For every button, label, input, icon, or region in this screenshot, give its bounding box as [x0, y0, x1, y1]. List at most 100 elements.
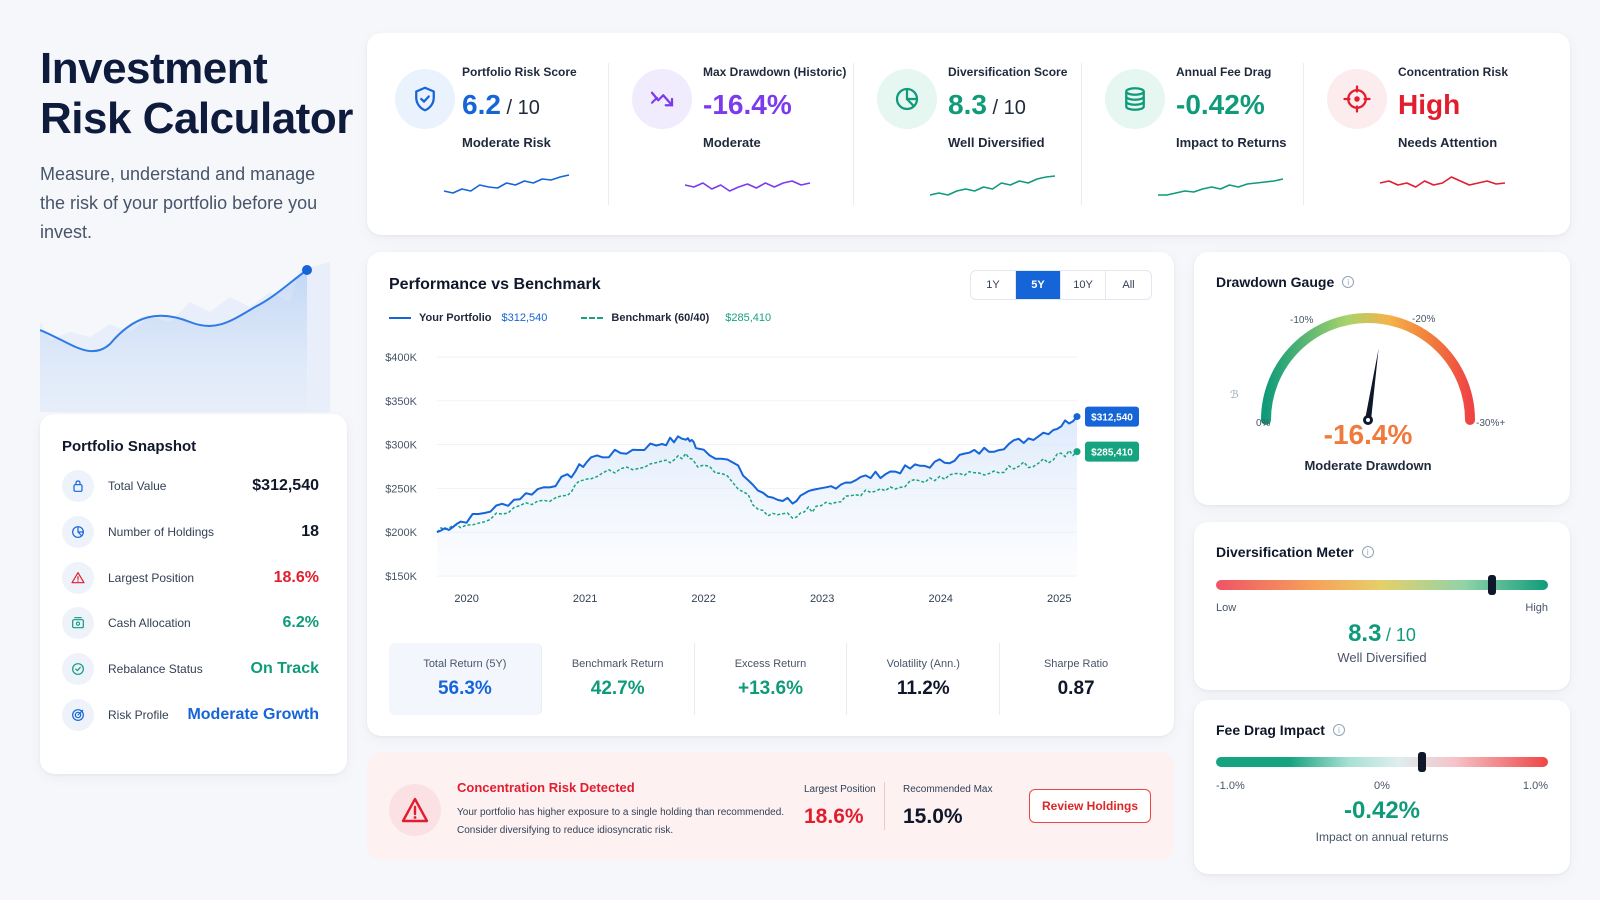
- fee-drag-meter: [1216, 757, 1548, 767]
- diversification-meter: [1216, 580, 1548, 590]
- diversification-knob[interactable]: [1487, 575, 1496, 595]
- snapshot-label: Cash Allocation: [108, 616, 191, 631]
- alert-text: Your portfolio has higher exposure to a …: [457, 807, 785, 836]
- stat-3: Volatility (Ann.) 11.2%: [847, 643, 1001, 715]
- fee-drag-knob[interactable]: [1417, 752, 1426, 772]
- y-tick-label: $150K: [385, 571, 417, 583]
- svg-text:$312,540: $312,540: [1091, 413, 1133, 424]
- kpi-label: Portfolio Risk Score: [462, 65, 577, 79]
- crosshair-icon: [1327, 69, 1387, 129]
- range-all[interactable]: All: [1122, 279, 1135, 291]
- portfolio-area: [437, 416, 1077, 576]
- alert-largest-label: Largest Position: [804, 784, 876, 795]
- alert-largest-value: 18.6%: [804, 805, 864, 828]
- cash-icon: [62, 607, 94, 640]
- gauge-label-10: -10%: [1290, 315, 1313, 326]
- y-tick-label: $300K: [385, 440, 417, 452]
- snapshot-value: 6.2%: [282, 614, 319, 632]
- snapshot-label: Total Value: [108, 479, 167, 493]
- benchmark-end-label: $285,410: [1085, 441, 1139, 462]
- warning-icon: [62, 561, 94, 594]
- range-10y[interactable]: 10Y: [1061, 271, 1106, 299]
- stat-label: Excess Return: [734, 658, 807, 670]
- diversification-meter-card: Diversification Meter i Low High 8.3 / 10…: [1194, 522, 1570, 690]
- kpi-divider: [1081, 63, 1082, 205]
- kpi-divider: [1303, 63, 1304, 205]
- kpi-value-denominator: / 10: [500, 97, 540, 119]
- snapshot-title: Portfolio Snapshot: [62, 438, 197, 455]
- sparkline-path: [684, 180, 811, 192]
- review-holdings-button[interactable]: Review Holdings: [1029, 789, 1151, 823]
- snapshot-label: Rebalance Status: [108, 662, 203, 677]
- fee-drag-title-text: Fee Drag Impact: [1216, 722, 1325, 738]
- stat-1: Benchmark Return 42.7%: [542, 643, 695, 715]
- warning-icon: [389, 784, 441, 836]
- legend-portfolio-name: Your Portfolio: [419, 312, 492, 324]
- info-icon[interactable]: i: [1361, 546, 1374, 558]
- gauge-needle: [1363, 348, 1379, 425]
- kpi-trend-down: Max Drawdown (Historic) -16.4% Moderate: [608, 33, 853, 235]
- info-icon[interactable]: i: [1342, 276, 1355, 288]
- kpi-value-denominator: / 10: [986, 97, 1026, 119]
- snapshot-row: Total Value $312,540: [62, 468, 319, 504]
- sparkline-path: [929, 175, 1056, 196]
- range-5y[interactable]: 5Y: [1016, 271, 1061, 299]
- kpi-value: -0.42%: [1176, 89, 1265, 121]
- diversification-score: 8.3: [1348, 620, 1382, 647]
- snapshot-value: On Track: [250, 660, 319, 678]
- x-tick-label: 2024: [928, 593, 952, 605]
- legend-portfolio-value: $312,540: [501, 312, 548, 324]
- alert-max-value: 15.0%: [903, 805, 963, 828]
- kpi-sublabel: Moderate: [703, 135, 761, 150]
- drawdown-gauge: ℬ 0% -10% -20% -30%+ -16.4% Moderate Dra…: [1230, 313, 1505, 473]
- kpi-value-main: -0.42%: [1176, 89, 1265, 120]
- kpi-divider: [608, 63, 609, 205]
- diversification-title-text: Diversification Meter: [1216, 544, 1354, 560]
- snapshot-row: Largest Position 18.6%: [62, 560, 319, 596]
- performance-card: Performance vs Benchmark 1Y 5Y 10Y All Your…: [367, 252, 1174, 736]
- snapshot-value: $312,540: [252, 477, 319, 494]
- y-tick-label: $350K: [385, 396, 417, 408]
- alert-max-label: Recommended Max: [903, 784, 993, 795]
- legend-swatch-benchmark: [581, 317, 604, 319]
- x-tick-label: 2022: [691, 593, 715, 605]
- kpi-value-main: -16.4%: [703, 89, 792, 120]
- kpi-value-main: High: [1398, 89, 1461, 120]
- sparkline-path: [1158, 178, 1284, 196]
- range-1y[interactable]: 1Y: [971, 271, 1016, 299]
- diversification-denominator: / 10: [1385, 625, 1416, 645]
- y-tick-label: $250K: [385, 483, 417, 495]
- snapshot-value: 18: [301, 522, 319, 540]
- x-tick-label: 2023: [810, 593, 834, 605]
- svg-text:$285,410: $285,410: [1091, 448, 1133, 459]
- stat-value: 42.7%: [590, 678, 645, 699]
- kpi-sparkline: [443, 174, 570, 194]
- snapshot-value: Moderate Growth: [187, 706, 319, 723]
- kpi-sublabel: Impact to Returns: [1176, 135, 1287, 150]
- gauge-side-glyph: ℬ: [1230, 389, 1239, 401]
- snapshot-row: Cash Allocation 6.2%: [62, 605, 319, 641]
- check-circle-icon: [62, 653, 94, 686]
- kpi-band: Portfolio Risk Score 6.2 / 10 Moderate Ris…: [367, 33, 1570, 235]
- benchmark-end-point: [1073, 448, 1081, 456]
- pie-chart-icon: [877, 69, 937, 129]
- alert-largest-position: Largest Position 18.6%: [804, 784, 876, 829]
- kpi-label: Max Drawdown (Historic): [703, 65, 847, 79]
- kpi-sparkline: [684, 180, 811, 192]
- meter-high-label: High: [1525, 602, 1548, 614]
- legend-swatch-portfolio: [389, 317, 411, 319]
- stat-value: 56.3%: [437, 678, 492, 699]
- fee-drag-card: Fee Drag Impact i -1.0% 0% 1.0% -0.42% Im…: [1194, 700, 1570, 874]
- kpi-value: 6.2 / 10: [462, 89, 540, 121]
- fee-scale-max: 1.0%: [1522, 780, 1548, 792]
- kpi-coins: Annual Fee Drag -0.42% Impact to Returns: [1081, 33, 1303, 235]
- lock-icon: [62, 470, 94, 502]
- legend-benchmark-name: Benchmark (60/40): [611, 312, 710, 324]
- kpi-shield: Portfolio Risk Score 6.2 / 10 Moderate Ris…: [367, 33, 608, 235]
- shield-icon: [395, 69, 455, 129]
- stat-label: Total Return (5Y): [423, 658, 507, 670]
- fee-scale-min: -1.0%: [1216, 780, 1245, 792]
- stat-value: +13.6%: [738, 678, 803, 699]
- info-icon[interactable]: i: [1332, 724, 1345, 736]
- kpi-divider: [853, 63, 854, 205]
